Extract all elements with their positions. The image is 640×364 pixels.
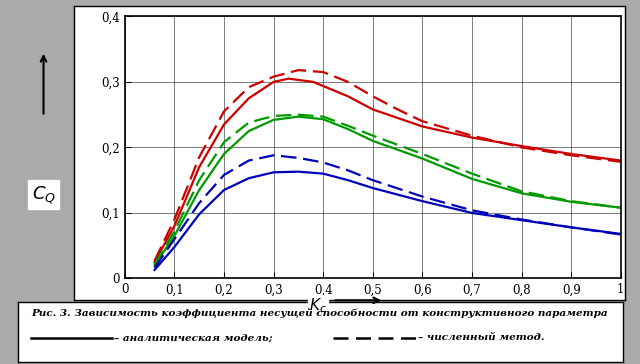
Text: $\mathit{C_Q}$: $\mathit{C_Q}$: [31, 184, 56, 206]
Text: $\mathit{K_c}$: $\mathit{K_c}$: [309, 297, 327, 315]
Text: – аналитическая модель;: – аналитическая модель;: [114, 333, 273, 342]
Text: – численный метод.: – численный метод.: [418, 333, 545, 342]
Text: Рис. 3. Зависимость коэффициента несущей способности от конструктивного параметр: Рис. 3. Зависимость коэффициента несущей…: [32, 308, 608, 317]
